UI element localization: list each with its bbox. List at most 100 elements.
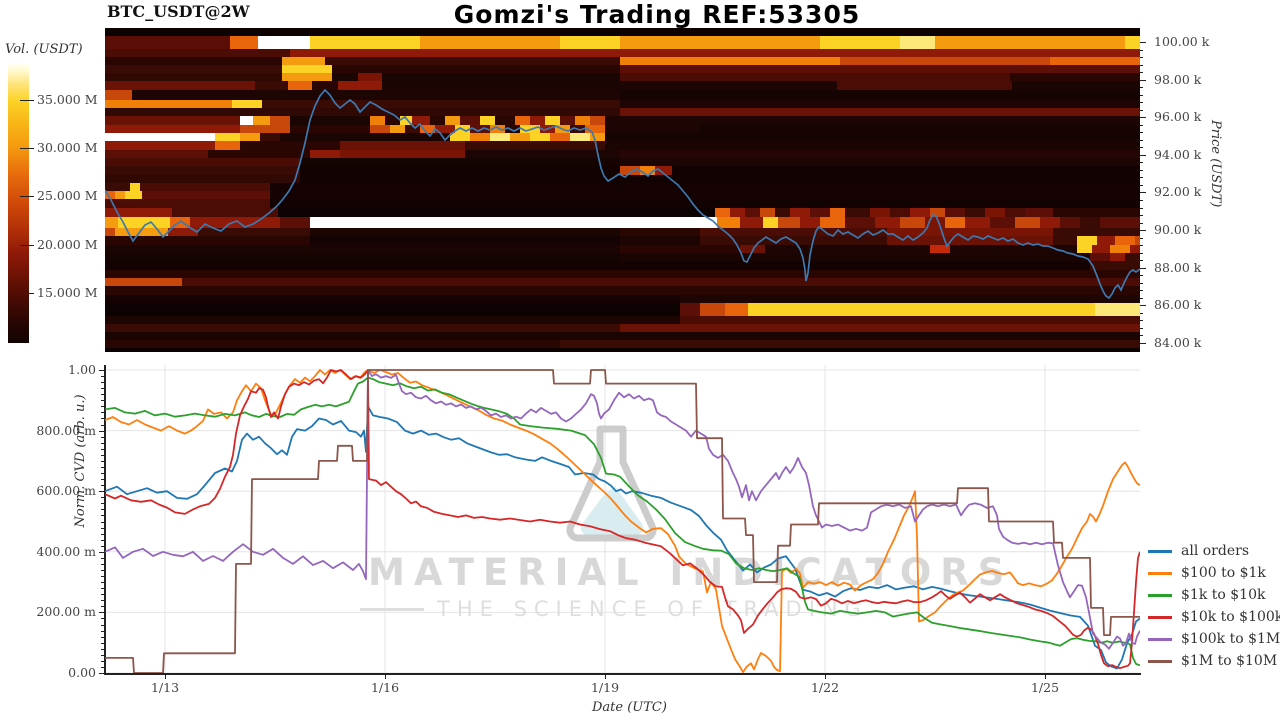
heatmap-cell [620,236,700,245]
heatmap-cell [620,228,700,236]
price-minor-tick [1140,170,1143,171]
price-minor-tick [1140,162,1143,163]
heatmap-cell [470,125,490,133]
heatmap-cell [105,166,300,175]
cvd-ytick [99,551,105,553]
legend: all orders $100 to $1k $1k to $10k $10k to … [1148,540,1280,672]
price-minor-tick [1140,140,1143,141]
heatmap-cell [105,36,230,49]
legend-item: all orders [1148,540,1280,562]
heatmap-cell [240,125,290,133]
heatmap-cell [460,116,480,125]
heatmap-cell [310,228,620,236]
heatmap-cell [700,303,725,316]
legend-label: $1k to $10k [1181,587,1266,603]
heatmap-cell [240,141,340,150]
cvd-xtick [825,674,826,679]
heatmap-cell [778,217,800,228]
series--10k-to-100k [105,369,1140,670]
heatmap-cell [810,208,830,217]
heatmap-cell [930,208,945,217]
heatmap-cell [875,217,900,228]
legend-swatch [1148,571,1172,575]
heatmap-cell [585,125,605,133]
cvd-yminor-tick [101,418,105,419]
colorbar-tick [20,148,34,149]
heatmap-cell [412,116,430,125]
price-tick-label: 88.00 k [1154,260,1202,275]
flask-icon [566,425,657,542]
price-minor-tick [1140,147,1143,148]
heatmap-cell [620,108,1140,116]
price-minor-tick [1140,208,1143,209]
heatmap-cell [105,316,680,324]
price-line-chart [105,88,1140,300]
heatmap-cell [605,125,700,133]
heatmap-cell [105,270,1140,278]
cvd-yminor-tick [101,455,105,456]
heatmap-cell [800,217,820,228]
cvd-yminor-tick [101,540,105,541]
heatmap-cell [560,116,575,125]
cvd-xtick [1045,674,1046,679]
price-minor-tick [1140,87,1143,88]
cvd-ytick [99,491,105,493]
colorbar-tick [20,100,34,101]
heatmap-cell [775,208,790,217]
cvd-xtick-label: 1/13 [150,680,180,695]
heatmap-cell [1077,245,1092,253]
heatmap-cell [550,133,570,141]
heatmap-cell [280,217,310,228]
heatmap-cell [965,208,985,217]
heatmap-cell [530,116,545,125]
heatmap-cell [680,303,700,316]
price-minor-tick [1140,95,1143,96]
colorbar-tick [20,196,34,197]
cvd-ytick [99,430,105,432]
heatmap-cell [837,81,1012,90]
heatmap-cell [890,208,910,217]
cvd-xtick-label: 1/16 [370,680,400,695]
heatmap-cell [545,116,560,125]
cvd-yminor-tick [101,594,105,595]
heatmap-cell [445,116,460,125]
heatmap-cell [925,217,945,228]
legend-item: $100k to $1M [1148,628,1280,650]
symbol-label: BTC_USDT@2W [107,2,250,21]
heatmap-cell [930,245,950,253]
cvd-xtick-label: 1/25 [1030,680,1060,695]
price-minor-tick [1140,125,1143,126]
volume-colorbar [8,62,29,343]
heatmap-cell [590,116,605,125]
watermark-dash [360,608,424,611]
cvd-yminor-tick [101,515,105,516]
cvd-yminor-tick [101,461,105,462]
colorbar-tick-label: 30.000 M [37,140,98,155]
cvd-ytick-label: 200.00 m [36,604,96,620]
price-minor-tick [1140,253,1143,254]
cvd-yminor-tick [101,558,105,559]
price-minor-tick [1140,132,1143,133]
cvd-ytick-label: 800.00 m [36,422,96,438]
heatmap-cell [1115,236,1135,245]
heatmap-cell [325,57,620,65]
price-minor-tick [1140,215,1143,216]
heatmap-cell [725,303,748,316]
watermark-slogan: THE SCIENCE OF TRADING [437,597,868,621]
colorbar-label: Vol. (USDT) [5,42,83,57]
heatmap-cell [887,228,1053,236]
cvd-yminor-tick [101,564,105,565]
heatmap-cell [700,236,887,245]
heatmap-cell [382,73,620,81]
heatmap-cell [490,133,510,141]
heatmap-cell [105,116,240,125]
cvd-yminor-tick [101,637,105,638]
heatmap-cell [310,236,620,245]
heatmap-cell [310,150,340,158]
price-tick-label: 90.00 k [1154,222,1202,237]
heatmap-cell [105,133,215,141]
heatmap-cell [262,100,620,108]
heatmap-cell [338,81,382,90]
heatmap-cell [310,217,717,228]
heatmap-cell [105,183,130,191]
